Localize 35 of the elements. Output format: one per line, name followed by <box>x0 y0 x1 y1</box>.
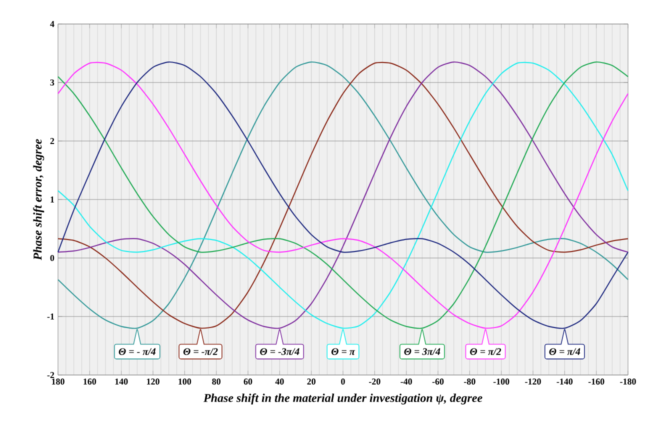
x-tick-label: 160 <box>84 378 96 385</box>
x-tick-label: 180 <box>52 378 64 385</box>
y-tick-label: 4 <box>50 21 54 27</box>
y-tick-label: 1 <box>50 196 54 202</box>
x-tick-label: -40 <box>400 378 412 385</box>
x-tick-label: -60 <box>432 378 444 385</box>
legend-label: Θ = π/4 <box>549 348 580 355</box>
y-tick-label: 0 <box>50 254 54 262</box>
x-tick-label: 40 <box>275 378 284 385</box>
legend-label: Θ = - π/4 <box>118 348 156 355</box>
x-tick-label: 120 <box>146 378 160 385</box>
x-tick-label: 80 <box>212 378 220 385</box>
legend-label: Θ = -3π/4 <box>260 348 300 355</box>
legend-label: Θ = -π/2 <box>183 348 218 355</box>
x-tick-label: -120 <box>525 378 541 385</box>
x-tick-label: -140 <box>556 378 573 385</box>
x-tick-label: -80 <box>464 378 476 385</box>
legend-label: Θ = π/2 <box>470 348 502 355</box>
x-tick-label: -20 <box>368 378 380 385</box>
x-tick-label: 60 <box>244 378 252 385</box>
y-tick-label: 3 <box>50 79 54 86</box>
x-tick-label: 20 <box>307 378 316 385</box>
legend-label: Θ = 3π/4 <box>404 348 440 355</box>
x-tick-label: 140 <box>115 378 128 385</box>
x-axis-title: Phase shift in the material under investigation ψ, degree <box>203 393 482 404</box>
x-tick-label: 100 <box>178 378 192 385</box>
y-tick-label: -1 <box>47 314 54 320</box>
y-tick-label: 2 <box>50 138 54 144</box>
x-tick-label: -160 <box>588 378 604 385</box>
y-tick-label: -2 <box>47 372 54 378</box>
y-axis-title: Phase shift error, degree <box>33 139 44 260</box>
x-tick-label: 0 <box>341 378 345 385</box>
x-tick-label: -100 <box>493 378 510 385</box>
legend-label: Θ = π <box>331 348 356 355</box>
x-tick-label: -180 <box>620 378 636 385</box>
